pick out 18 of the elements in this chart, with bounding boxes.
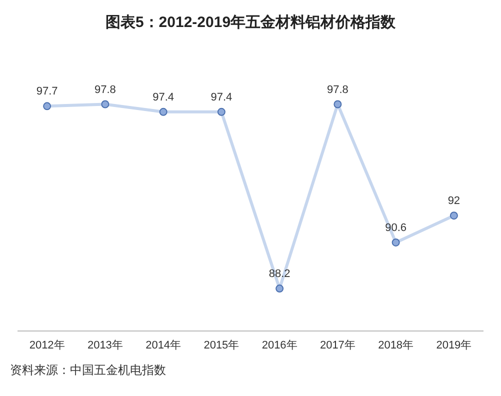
x-tick-label: 2018年: [378, 339, 414, 352]
chart-title: 图表5：2012-2019年五金材料铝材价格指数: [105, 14, 397, 32]
text: 资料来源：中国五金机电指数: [10, 362, 167, 379]
data-label: 88.2: [268, 268, 290, 280]
x-tick-label: 2015年: [204, 339, 240, 352]
data-label: 97.4: [152, 91, 174, 104]
data-label: 97.4: [210, 91, 232, 104]
x-tick-label: 2014年: [146, 339, 182, 352]
x-tick-label: 2019年: [436, 339, 472, 352]
x-tick-label: 2013年: [87, 339, 123, 352]
x-tick-label: 2012年: [29, 339, 65, 352]
data-label: 97.8: [326, 84, 348, 96]
x-tick-label: 2017年: [320, 339, 356, 352]
data-label: 97.7: [36, 86, 58, 98]
x-tick-label: 2016年: [262, 339, 298, 352]
data-label: 92: [448, 195, 460, 208]
data-label: 90.6: [385, 222, 407, 234]
data-label: 97.8: [94, 84, 116, 96]
